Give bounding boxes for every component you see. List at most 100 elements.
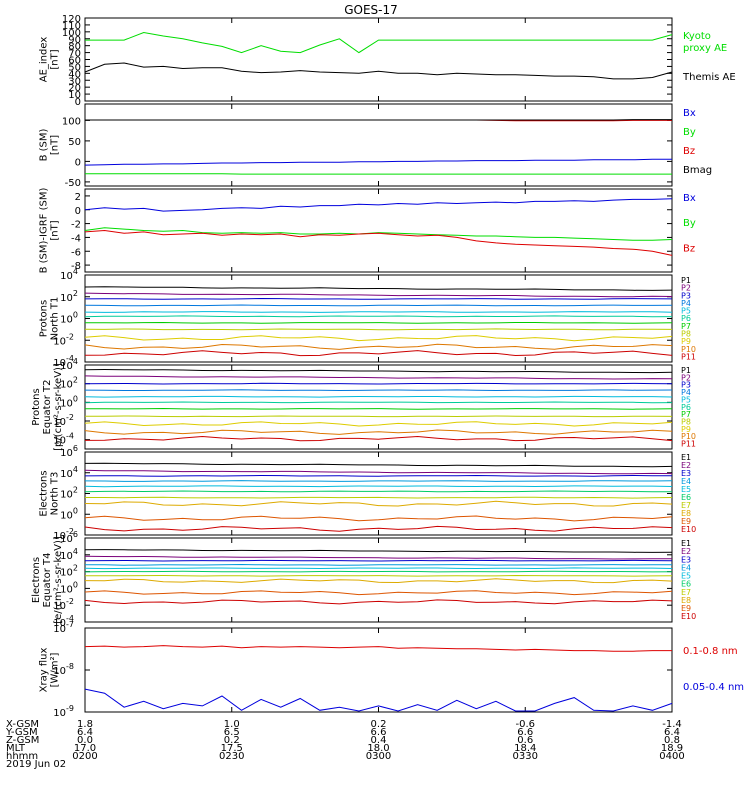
legend-label: Bx xyxy=(683,108,696,119)
channel-label: E2 xyxy=(681,461,691,470)
y-axis-label: [W/m²] xyxy=(50,652,61,687)
channel-label: E5 xyxy=(681,485,691,494)
channel-label: P4 xyxy=(681,299,691,308)
channel-line-E10 xyxy=(84,525,673,532)
channel-label: E3 xyxy=(681,555,691,564)
x-row-value: 6.4 xyxy=(664,727,680,738)
channel-line-E3 xyxy=(84,474,672,477)
x-row-value: 0200 xyxy=(72,751,97,762)
x-axis-date: 2019 Jun 02 xyxy=(6,759,66,770)
y-tick-label: 10-9 xyxy=(53,704,74,719)
x-row-value: 0300 xyxy=(366,751,391,762)
y-tick-label: 10-4 xyxy=(53,432,74,447)
panel-bsm: -50 0 50 100 B (SM) [nT] Bx By Bz Bmag xyxy=(39,103,712,189)
y-tick-label: 100 xyxy=(60,394,78,409)
x-row-value: 0.2 xyxy=(224,735,240,746)
y-tick-label: 10-4 xyxy=(53,614,74,629)
y-axis-label: [e/(cm²-s-sr-keV)] xyxy=(53,536,64,624)
y-tick-label: 50 xyxy=(68,137,81,148)
x-row-value: 18.0 xyxy=(367,743,389,754)
channel-line-P11 xyxy=(84,435,673,442)
legend-label: proxy AE xyxy=(683,43,727,54)
y-axis-label: Equator T2 xyxy=(42,380,53,435)
series-line-xray-1 xyxy=(84,688,673,712)
channel-line-P4 xyxy=(84,389,673,392)
series-line-ae-0 xyxy=(85,31,673,54)
channel-label: E4 xyxy=(681,563,691,572)
channel-line-E5 xyxy=(84,485,673,488)
channel-line-E6 xyxy=(84,570,673,573)
x-row-value: 6.4 xyxy=(77,727,93,738)
x-row-value: 0.2 xyxy=(371,719,387,730)
channel-label: P2 xyxy=(681,373,691,382)
y-tick-label: 2 xyxy=(75,192,81,203)
channel-line-E7 xyxy=(85,574,673,577)
legend-label: Bz xyxy=(683,243,695,254)
x-row-value: -0.6 xyxy=(515,719,535,730)
channel-line-P7 xyxy=(85,321,673,324)
y-tick-label: -4 xyxy=(71,233,81,244)
legend-label: By xyxy=(683,127,696,138)
legend-label: Kyoto xyxy=(683,31,711,42)
channel-line-P5 xyxy=(84,311,673,313)
channel-line-E8 xyxy=(84,578,673,584)
channel-label: E6 xyxy=(681,580,691,589)
y-tick-label: 102 xyxy=(60,289,78,304)
channel-label: P6 xyxy=(681,314,691,323)
panel-p_t1: 10-4 10-2 100 102 104 Protons North T1 P1P2P3P4… xyxy=(39,267,697,369)
channel-line-P8 xyxy=(84,328,673,331)
channel-label: E1 xyxy=(681,539,691,548)
series-line-bdiff-0 xyxy=(84,198,673,212)
y-tick-label: -6 xyxy=(71,247,81,258)
channel-label: P5 xyxy=(681,395,691,404)
series-line-bdiff-2 xyxy=(84,229,673,256)
channel-line-P10 xyxy=(84,343,673,350)
channel-label: P11 xyxy=(681,352,696,361)
y-tick-label: 106 xyxy=(60,444,78,459)
y-tick-label: 40 xyxy=(68,69,81,80)
channel-label: P7 xyxy=(681,410,691,419)
channel-line-P4 xyxy=(84,304,673,307)
series-line-ae-1 xyxy=(84,62,673,80)
y-tick-label: -8 xyxy=(71,261,81,272)
x-row-label: MLT xyxy=(6,743,26,754)
channel-line-E6 xyxy=(84,490,673,493)
y-tick-label: 100 xyxy=(60,311,78,326)
channel-line-P9 xyxy=(84,421,673,427)
x-row-value: 1.0 xyxy=(224,719,240,730)
plot-title: GOES-17 xyxy=(344,3,398,17)
y-tick-label: 10-8 xyxy=(53,662,74,677)
y-tick-label: 102 xyxy=(60,564,78,579)
x-row-value: 1.8 xyxy=(77,719,93,730)
y-tick-label: 80 xyxy=(68,42,81,53)
channel-label: P8 xyxy=(681,418,691,427)
legend-label: Bz xyxy=(683,146,695,157)
series-line-bdiff-1 xyxy=(84,227,673,241)
x-row-value: 0.0 xyxy=(77,735,93,746)
y-tick-label: 0 xyxy=(75,206,81,217)
channel-line-E8 xyxy=(84,500,673,507)
channel-line-P10 xyxy=(84,429,673,435)
channel-label: P10 xyxy=(681,345,696,354)
y-tick-label: 0 xyxy=(75,97,81,108)
x-row-value: 6.5 xyxy=(224,727,240,738)
y-axis-label: [nT] xyxy=(50,49,61,69)
x-row-value: 0.8 xyxy=(664,735,680,746)
x-row-value: 0330 xyxy=(513,751,538,762)
channel-label: P11 xyxy=(681,440,696,449)
channel-line-P6 xyxy=(84,401,673,404)
channel-line-P11 xyxy=(84,350,673,357)
channel-line-P1 xyxy=(84,286,673,291)
legend-label: 0.05-0.4 nm xyxy=(683,682,744,693)
panel-xray: 10-9 10-8 10-7 Xray flux [W/m²] 0.1-0.8 nm 0.0… xyxy=(39,620,745,719)
y-tick-label: 110 xyxy=(62,21,81,32)
channel-label: P10 xyxy=(681,432,696,441)
channel-line-P6 xyxy=(84,315,673,318)
y-tick-label: 10-2 xyxy=(53,413,74,428)
channel-line-P2 xyxy=(84,292,673,298)
channel-line-P3 xyxy=(84,297,673,300)
y-tick-label: 104 xyxy=(60,547,78,562)
